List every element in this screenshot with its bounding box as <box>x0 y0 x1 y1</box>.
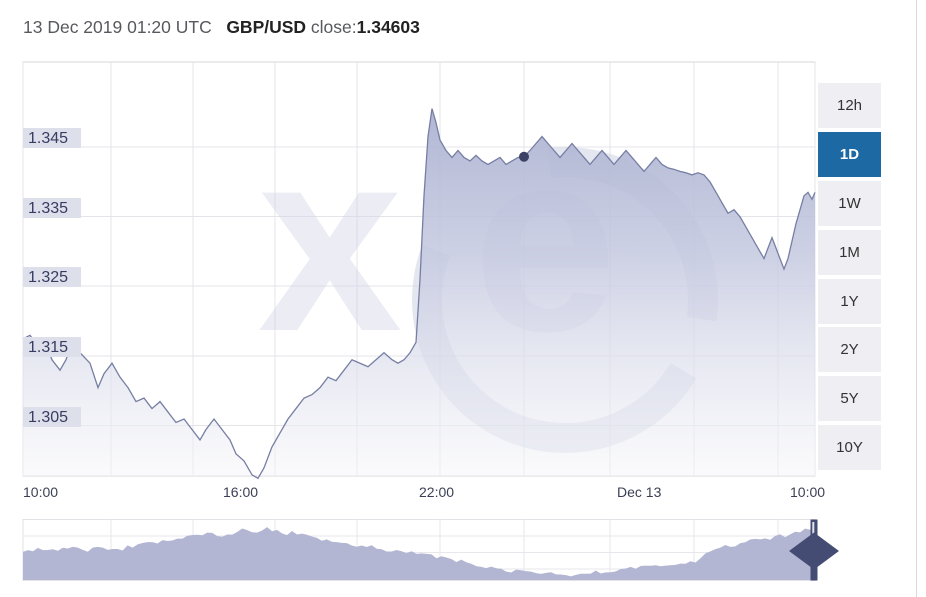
svg-text:16:00: 16:00 <box>223 484 258 500</box>
svg-text:Dec 13: Dec 13 <box>617 484 662 500</box>
svg-text:x: x <box>258 96 404 386</box>
svg-text:10:00: 10:00 <box>23 484 58 500</box>
svg-text:22:00: 22:00 <box>419 484 454 500</box>
svg-text:1.335: 1.335 <box>28 200 68 217</box>
svg-text:1.345: 1.345 <box>28 130 68 147</box>
svg-text:10:00: 10:00 <box>790 484 825 500</box>
svg-text:1.315: 1.315 <box>28 339 68 356</box>
svg-text:1.305: 1.305 <box>28 409 68 426</box>
svg-text:1.325: 1.325 <box>28 269 68 286</box>
